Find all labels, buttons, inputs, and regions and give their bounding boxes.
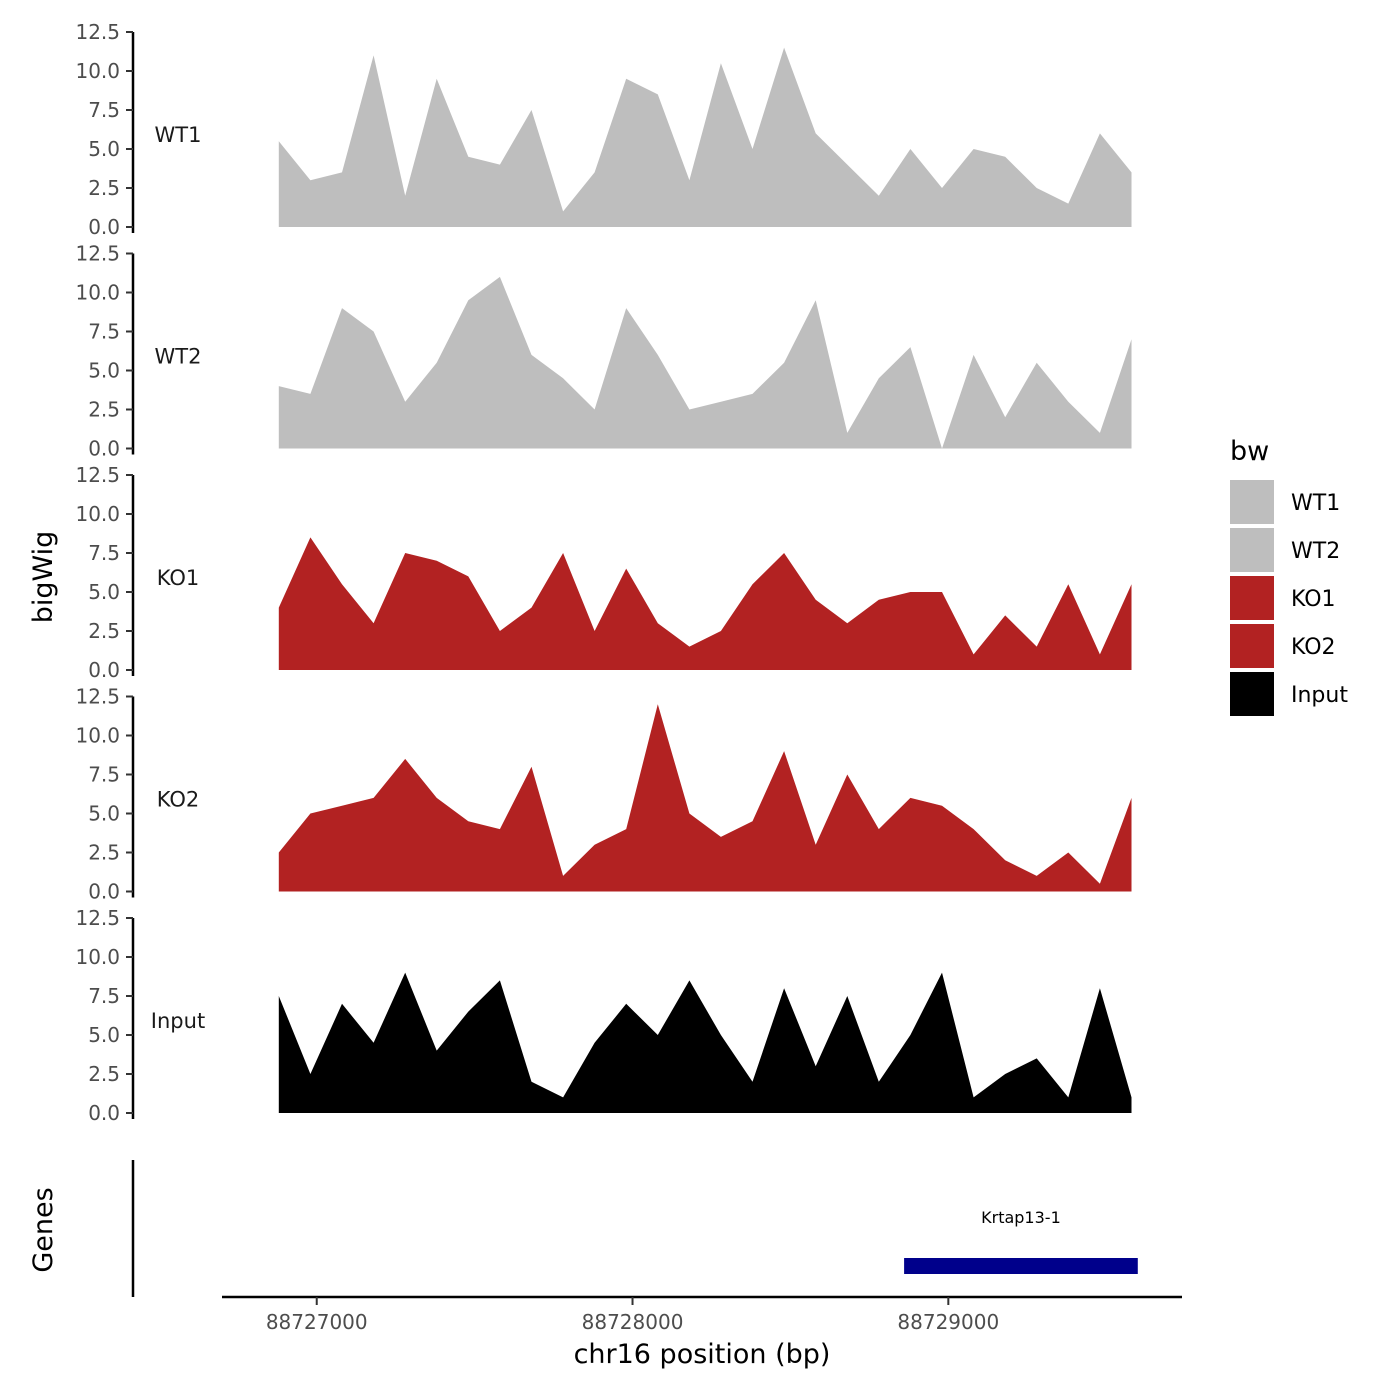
y-tick-label: 10.0 [75,502,120,526]
legend-swatch [1230,624,1274,668]
x-tick-label: 88728000 [582,1310,684,1334]
y-tick-label: 5.0 [88,1023,120,1047]
track-ko2: 0.0 2.5 5.0 7.5 10.0 12.5 KO2 [75,685,1132,904]
y-tick-label: 12.5 [75,463,120,487]
y-tick-label: 2.5 [88,176,120,200]
track-label: WT2 [155,345,202,369]
legend-swatch [1230,576,1274,620]
y-tick-label: 0.0 [88,1101,120,1125]
y-tick-label: 0.0 [88,658,120,682]
y-tick-label: 5.0 [88,137,120,161]
legend-swatch [1230,528,1274,572]
legend-label: KO1 [1291,587,1336,612]
y-axis-title: bigWig [28,531,59,624]
legend-label: WT2 [1291,539,1340,564]
x-tick-label: 88729000 [897,1310,999,1334]
y-tick-label: 7.5 [88,98,120,122]
legend-swatch [1230,672,1274,716]
coverage-tracks: 0.0 2.5 5.0 7.5 10.0 12.5 WT1 0.0 2.5 5.0 7.5 10.0 1… [75,20,1132,1125]
y-tick-label: 0.0 [88,437,120,461]
y-tick-label: 7.5 [88,541,120,565]
track-wt2: 0.0 2.5 5.0 7.5 10.0 12.5 WT2 [75,242,1132,461]
y-tick-label: 10.0 [75,724,120,748]
genes-panel: Krtap13-1 [131,1160,1138,1297]
area-ko1 [278,537,1132,670]
y-tick-label: 5.0 [88,802,120,826]
y-tick-label: 0.0 [88,880,120,904]
legend-label: WT1 [1291,491,1340,516]
y-tick-label: 0.0 [88,215,120,239]
legend-label: KO2 [1291,635,1336,660]
track-ko1: 0.0 2.5 5.0 7.5 10.0 12.5 KO1 [75,463,1132,682]
legend-swatch [1230,480,1274,524]
y-tick-label: 5.0 [88,359,120,383]
track-label: KO2 [157,788,200,812]
y-tick-label: 2.5 [88,619,120,643]
y-tick-label: 12.5 [75,906,120,930]
y-tick-label: 5.0 [88,580,120,604]
area-wt1 [278,47,1132,227]
area-input [278,972,1132,1113]
area-ko2 [278,704,1132,892]
track-label: Input [151,1009,205,1033]
y-tick-label: 2.5 [88,841,120,865]
area-wt2 [278,276,1132,449]
y-tick-label: 2.5 [88,398,120,422]
track-label: KO1 [157,566,200,590]
y-tick-label: 12.5 [75,242,120,266]
y-tick-label: 12.5 [75,20,120,44]
track-wt1: 0.0 2.5 5.0 7.5 10.0 12.5 WT1 [75,20,1132,239]
y-tick-label: 10.0 [75,945,120,969]
gene-label: Krtap13-1 [981,1208,1061,1227]
track-label: WT1 [155,123,202,147]
gene-body [904,1258,1138,1274]
y-tick-label: 10.0 [75,59,120,83]
y-tick-label: 12.5 [75,685,120,709]
x-tick-label: 88727000 [266,1310,368,1334]
y-tick-label: 7.5 [88,763,120,787]
genes-axis-title: Genes [28,1187,59,1272]
legend-label: Input [1291,683,1348,708]
x-axis: 88727000 88728000 88729000 [222,1295,1182,1334]
legend-title: bw [1230,436,1269,467]
legend: WT1 WT2 KO1 KO2 Input [1230,480,1348,716]
track-input: 0.0 2.5 5.0 7.5 10.0 12.5 Input [75,906,1132,1125]
y-tick-label: 7.5 [88,984,120,1008]
y-tick-label: 2.5 [88,1062,120,1086]
y-tick-label: 7.5 [88,320,120,344]
y-tick-label: 10.0 [75,281,120,305]
x-axis-title: chr16 position (bp) [574,1339,831,1370]
